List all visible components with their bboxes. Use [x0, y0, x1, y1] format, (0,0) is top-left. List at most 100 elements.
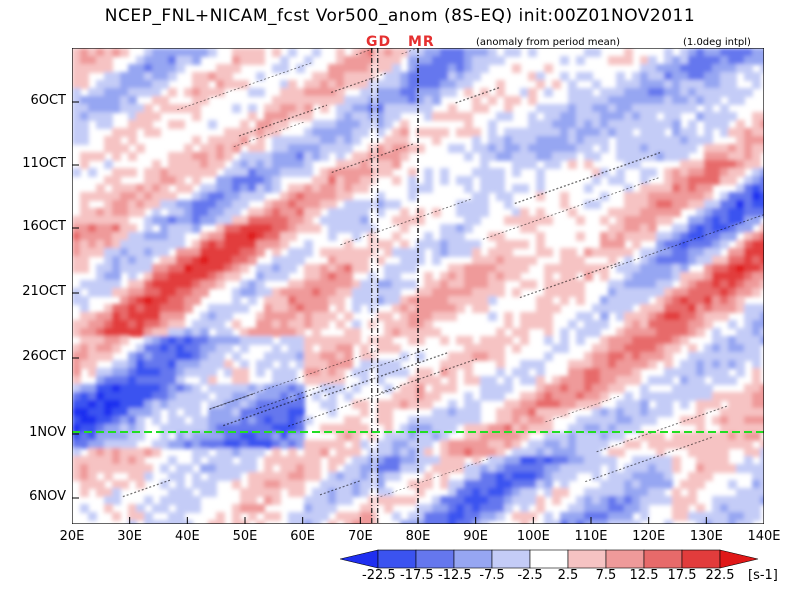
field-cell — [144, 296, 153, 305]
field-cell — [328, 144, 337, 153]
field-cell — [544, 472, 553, 481]
field-cell — [96, 312, 105, 321]
field-cell — [312, 272, 321, 281]
field-cell — [648, 312, 657, 321]
field-cell — [544, 416, 553, 425]
field-cell — [240, 504, 249, 513]
field-cell — [448, 232, 457, 241]
field-cell — [424, 456, 433, 465]
field-cell — [264, 104, 273, 113]
field-cell — [528, 216, 537, 225]
field-cell — [72, 248, 81, 257]
field-cell — [640, 384, 649, 393]
field-cell — [336, 248, 345, 257]
field-cell — [512, 408, 521, 417]
field-cell — [288, 352, 297, 361]
field-cell — [416, 456, 425, 465]
field-cell — [120, 264, 129, 273]
field-cell — [464, 128, 473, 137]
field-cell — [536, 128, 545, 137]
field-cell — [560, 152, 569, 161]
field-cell — [136, 416, 145, 425]
field-cell — [320, 192, 329, 201]
field-cell — [504, 320, 513, 329]
field-cell — [144, 56, 153, 65]
field-cell — [616, 280, 625, 289]
field-cell — [112, 440, 121, 449]
field-cell — [672, 176, 681, 185]
field-cell — [712, 144, 721, 153]
field-cell — [392, 264, 401, 273]
field-cell — [656, 352, 665, 361]
field-cell — [240, 256, 249, 265]
field-cell — [584, 352, 593, 361]
field-cell — [696, 520, 705, 524]
field-cell — [320, 384, 329, 393]
field-cell — [688, 232, 697, 241]
field-cell — [288, 488, 297, 497]
field-cell — [400, 456, 409, 465]
field-cell — [672, 320, 681, 329]
field-cell — [240, 384, 249, 393]
field-cell — [760, 440, 764, 449]
field-cell — [80, 192, 89, 201]
field-cell — [528, 392, 537, 401]
field-cell — [168, 408, 177, 417]
field-cell — [256, 120, 265, 129]
field-cell — [648, 480, 657, 489]
field-cell — [528, 48, 537, 57]
field-cell — [176, 280, 185, 289]
field-cell — [536, 296, 545, 305]
field-cell — [608, 352, 617, 361]
field-cell — [456, 448, 465, 457]
field-cell — [600, 416, 609, 425]
field-cell — [248, 424, 257, 433]
field-cell — [744, 448, 753, 457]
field-cell — [296, 200, 305, 209]
field-cell — [392, 128, 401, 137]
field-cell — [728, 504, 737, 513]
field-cell — [400, 328, 409, 337]
field-cell — [432, 128, 441, 137]
field-cell — [632, 400, 641, 409]
field-cell — [512, 64, 521, 73]
field-cell — [312, 360, 321, 369]
field-cell — [600, 408, 609, 417]
field-cell — [512, 168, 521, 177]
field-cell — [352, 256, 361, 265]
field-cell — [144, 288, 153, 297]
field-cell — [440, 448, 449, 457]
field-cell — [200, 416, 209, 425]
field-cell — [256, 216, 265, 225]
field-cell — [728, 480, 737, 489]
field-cell — [352, 200, 361, 209]
field-cell — [400, 320, 409, 329]
field-cell — [200, 336, 209, 345]
field-cell — [176, 432, 185, 441]
field-cell — [584, 400, 593, 409]
field-cell — [656, 448, 665, 457]
field-cell — [296, 192, 305, 201]
field-cell — [128, 504, 137, 513]
field-cell — [640, 352, 649, 361]
field-cell — [744, 144, 753, 153]
field-cell — [336, 512, 345, 521]
field-cell — [760, 112, 764, 121]
field-cell — [296, 488, 305, 497]
field-cell — [360, 208, 369, 217]
field-cell — [736, 216, 745, 225]
field-cell — [584, 120, 593, 129]
field-cell — [160, 256, 169, 265]
field-cell — [144, 88, 153, 97]
field-cell — [240, 216, 249, 225]
field-cell — [224, 128, 233, 137]
field-cell — [136, 408, 145, 417]
field-cell — [432, 96, 441, 105]
field-cell — [368, 480, 377, 489]
field-cell — [72, 240, 81, 249]
field-cell — [104, 432, 113, 441]
field-cell — [384, 56, 393, 65]
field-cell — [496, 336, 505, 345]
field-cell — [152, 88, 161, 97]
field-cell — [544, 464, 553, 473]
